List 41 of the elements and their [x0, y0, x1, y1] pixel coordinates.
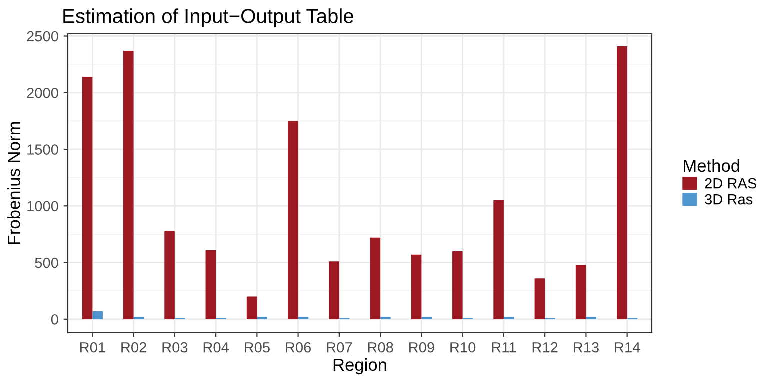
x-tick-label: R04 [204, 342, 230, 353]
x-axis-title: Region [334, 358, 386, 375]
bar [164, 231, 175, 320]
x-tick-label: R01 [80, 342, 106, 353]
x-tick-label: R10 [450, 342, 476, 353]
x-tick-label: R07 [327, 342, 352, 353]
bar [370, 238, 381, 320]
bar [534, 278, 546, 320]
x-tick-label: R05 [245, 342, 270, 353]
legend-label: 2D RAS [705, 178, 757, 189]
bar [617, 46, 628, 320]
y-tick-label: 2000 [27, 88, 58, 98]
x-tick-label: R03 [162, 342, 188, 353]
y-tick-label: 500 [35, 258, 58, 268]
legend-title: Method [684, 159, 740, 172]
bar [206, 250, 216, 320]
bar [494, 200, 504, 320]
bar [246, 296, 258, 320]
x-tick-label: R14 [615, 342, 640, 353]
x-tick-label: R09 [410, 342, 434, 353]
x-tick-label: R02 [122, 342, 146, 353]
x-tick-label: R12 [532, 342, 558, 353]
bar [576, 265, 586, 320]
x-tick-label: R11 [492, 342, 516, 353]
y-tick-label: 1500 [28, 144, 58, 155]
bar [124, 50, 134, 320]
bar [82, 77, 93, 320]
bar [452, 251, 463, 320]
bar [329, 262, 340, 320]
y-axis-title: Frobenius Norm [8, 122, 20, 244]
x-tick-label: R13 [574, 342, 599, 353]
y-tick-label: 2500 [27, 31, 58, 42]
x-tick-label: R06 [286, 342, 312, 353]
bar [92, 311, 103, 320]
bar [288, 121, 298, 320]
x-tick-label: R08 [368, 342, 394, 353]
y-tick-label: 1000 [28, 201, 58, 212]
bar [411, 254, 422, 320]
chart-title: Estimation of Input−Output Table [64, 8, 354, 28]
y-tick-label: 0 [51, 314, 58, 325]
legend-label: 3D Ras [705, 194, 753, 205]
